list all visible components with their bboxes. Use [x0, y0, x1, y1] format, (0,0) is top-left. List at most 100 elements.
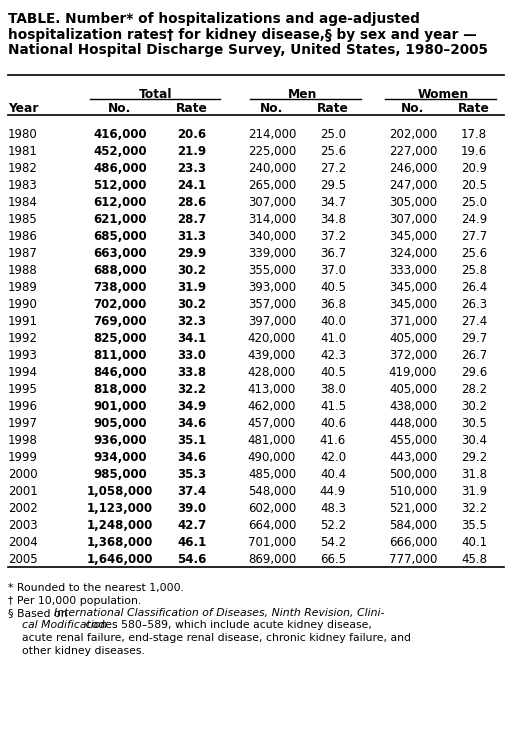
Text: 1982: 1982: [8, 162, 38, 175]
Text: 27.7: 27.7: [461, 230, 487, 243]
Text: 35.1: 35.1: [178, 434, 206, 447]
Text: 247,000: 247,000: [389, 179, 437, 192]
Text: 21.9: 21.9: [178, 145, 206, 158]
Text: 31.3: 31.3: [178, 230, 206, 243]
Text: 42.7: 42.7: [178, 519, 206, 532]
Text: 1994: 1994: [8, 366, 38, 379]
Text: 35.5: 35.5: [461, 519, 487, 532]
Text: 701,000: 701,000: [248, 536, 296, 549]
Text: 29.7: 29.7: [461, 332, 487, 345]
Text: 357,000: 357,000: [248, 298, 296, 311]
Text: 666,000: 666,000: [389, 536, 437, 549]
Text: 584,000: 584,000: [389, 519, 437, 532]
Text: 20.6: 20.6: [178, 128, 206, 141]
Text: acute renal failure, end-stage renal disease, chronic kidney failure, and: acute renal failure, end-stage renal dis…: [22, 633, 411, 643]
Text: 40.0: 40.0: [320, 315, 346, 328]
Text: Women: Women: [418, 88, 469, 101]
Text: No.: No.: [109, 102, 132, 115]
Text: 1,368,000: 1,368,000: [87, 536, 153, 549]
Text: 500,000: 500,000: [389, 468, 437, 481]
Text: 30.2: 30.2: [178, 298, 206, 311]
Text: 40.4: 40.4: [320, 468, 346, 481]
Text: 41.5: 41.5: [320, 400, 346, 413]
Text: 34.1: 34.1: [178, 332, 206, 345]
Text: 1993: 1993: [8, 349, 38, 362]
Text: * Rounded to the nearest 1,000.: * Rounded to the nearest 1,000.: [8, 583, 184, 593]
Text: 416,000: 416,000: [93, 128, 147, 141]
Text: 2002: 2002: [8, 502, 38, 515]
Text: 36.7: 36.7: [320, 247, 346, 260]
Text: 1,248,000: 1,248,000: [87, 519, 153, 532]
Text: 869,000: 869,000: [248, 553, 296, 566]
Text: 405,000: 405,000: [389, 383, 437, 396]
Text: 1983: 1983: [8, 179, 38, 192]
Text: 40.5: 40.5: [320, 366, 346, 379]
Text: 20.9: 20.9: [461, 162, 487, 175]
Text: Total: Total: [139, 88, 173, 101]
Text: 202,000: 202,000: [389, 128, 437, 141]
Text: 811,000: 811,000: [93, 349, 147, 362]
Text: 428,000: 428,000: [248, 366, 296, 379]
Text: 481,000: 481,000: [248, 434, 296, 447]
Text: 1985: 1985: [8, 213, 38, 226]
Text: 420,000: 420,000: [248, 332, 296, 345]
Text: 688,000: 688,000: [93, 264, 147, 277]
Text: 29.5: 29.5: [320, 179, 346, 192]
Text: 438,000: 438,000: [389, 400, 437, 413]
Text: 455,000: 455,000: [389, 434, 437, 447]
Text: 33.8: 33.8: [178, 366, 206, 379]
Text: 26.3: 26.3: [461, 298, 487, 311]
Text: 1,058,000: 1,058,000: [87, 485, 153, 498]
Text: 31.9: 31.9: [178, 281, 206, 294]
Text: 225,000: 225,000: [248, 145, 296, 158]
Text: 66.5: 66.5: [320, 553, 346, 566]
Text: 54.2: 54.2: [320, 536, 346, 549]
Text: 486,000: 486,000: [93, 162, 147, 175]
Text: 901,000: 901,000: [93, 400, 147, 413]
Text: 1,123,000: 1,123,000: [87, 502, 153, 515]
Text: 345,000: 345,000: [389, 281, 437, 294]
Text: 40.6: 40.6: [320, 417, 346, 430]
Text: 36.8: 36.8: [320, 298, 346, 311]
Text: 34.8: 34.8: [320, 213, 346, 226]
Text: 34.6: 34.6: [177, 451, 207, 464]
Text: 31.8: 31.8: [461, 468, 487, 481]
Text: 2000: 2000: [8, 468, 37, 481]
Text: 35.3: 35.3: [178, 468, 206, 481]
Text: 934,000: 934,000: [93, 451, 147, 464]
Text: 17.8: 17.8: [461, 128, 487, 141]
Text: 25.6: 25.6: [461, 247, 487, 260]
Text: 846,000: 846,000: [93, 366, 147, 379]
Text: 20.5: 20.5: [461, 179, 487, 192]
Text: 23.3: 23.3: [178, 162, 206, 175]
Text: 405,000: 405,000: [389, 332, 437, 345]
Text: 34.6: 34.6: [177, 417, 207, 430]
Text: 448,000: 448,000: [389, 417, 437, 430]
Text: Men: Men: [288, 88, 317, 101]
Text: 1996: 1996: [8, 400, 38, 413]
Text: 30.5: 30.5: [461, 417, 487, 430]
Text: 27.4: 27.4: [461, 315, 487, 328]
Text: 214,000: 214,000: [248, 128, 296, 141]
Text: 664,000: 664,000: [248, 519, 296, 532]
Text: 340,000: 340,000: [248, 230, 296, 243]
Text: 227,000: 227,000: [389, 145, 437, 158]
Text: 2003: 2003: [8, 519, 37, 532]
Text: Year: Year: [8, 102, 38, 115]
Text: No.: No.: [260, 102, 284, 115]
Text: 685,000: 685,000: [93, 230, 147, 243]
Text: 521,000: 521,000: [389, 502, 437, 515]
Text: 52.2: 52.2: [320, 519, 346, 532]
Text: 41.6: 41.6: [320, 434, 346, 447]
Text: 307,000: 307,000: [389, 213, 437, 226]
Text: National Hospital Discharge Survey, United States, 1980–2005: National Hospital Discharge Survey, Unit…: [8, 43, 488, 57]
Text: 818,000: 818,000: [93, 383, 147, 396]
Text: 413,000: 413,000: [248, 383, 296, 396]
Text: TABLE. Number* of hospitalizations and age-adjusted: TABLE. Number* of hospitalizations and a…: [8, 12, 420, 26]
Text: No.: No.: [401, 102, 424, 115]
Text: 25.6: 25.6: [320, 145, 346, 158]
Text: 30.4: 30.4: [461, 434, 487, 447]
Text: 443,000: 443,000: [389, 451, 437, 464]
Text: 985,000: 985,000: [93, 468, 147, 481]
Text: 314,000: 314,000: [248, 213, 296, 226]
